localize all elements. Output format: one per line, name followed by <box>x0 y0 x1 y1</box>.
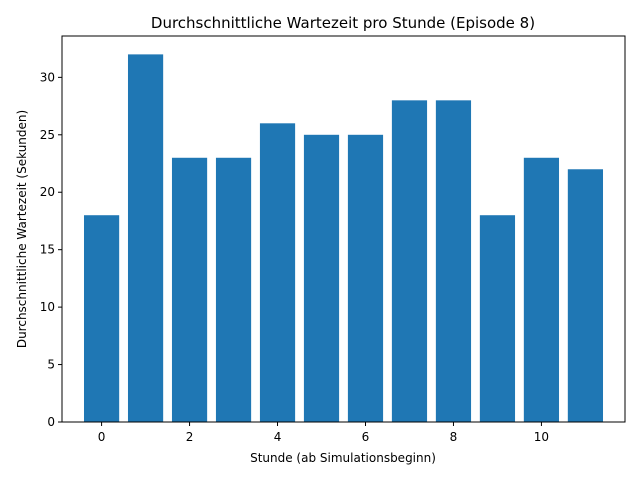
x-tick-label: 8 <box>450 430 458 444</box>
y-axis-ticks: 0 5 10 15 20 25 30 <box>40 70 62 429</box>
bar-hour-2 <box>171 157 208 422</box>
bar-hour-7 <box>391 100 428 422</box>
x-tick-label: 6 <box>362 430 370 444</box>
x-axis-label: Stunde (ab Simulationsbeginn) <box>250 451 436 465</box>
plot-frame <box>61 35 626 423</box>
bar-hour-10 <box>523 157 560 422</box>
bar-hour-11 <box>567 169 604 422</box>
bar-hour-6 <box>347 134 384 423</box>
bar-hour-8 <box>435 100 472 422</box>
bar-hour-4 <box>259 123 296 423</box>
bar-hour-3 <box>215 157 252 422</box>
y-tick-label: 30 <box>40 70 55 84</box>
bar-hour-5 <box>303 134 340 423</box>
bar-hour-9 <box>479 215 516 422</box>
y-tick-label: 0 <box>47 415 55 429</box>
x-tick-label: 0 <box>98 430 106 444</box>
y-tick-label: 15 <box>40 243 55 257</box>
x-axis-ticks: 0 2 4 6 8 10 <box>98 422 549 444</box>
bars-group <box>83 54 604 423</box>
y-tick-label: 25 <box>40 128 55 142</box>
y-tick-label: 20 <box>40 185 55 199</box>
y-tick-label: 5 <box>47 358 55 372</box>
y-tick-label: 10 <box>40 300 55 314</box>
x-tick-label: 2 <box>186 430 194 444</box>
x-tick-label: 10 <box>534 430 549 444</box>
chart-title: Durchschnittliche Wartezeit pro Stunde (… <box>151 14 535 32</box>
bar-hour-1 <box>127 54 164 422</box>
x-tick-label: 4 <box>274 430 282 444</box>
y-axis-label: Durchschnittliche Wartezeit (Sekunden) <box>15 110 29 348</box>
bar-hour-0 <box>83 215 120 422</box>
